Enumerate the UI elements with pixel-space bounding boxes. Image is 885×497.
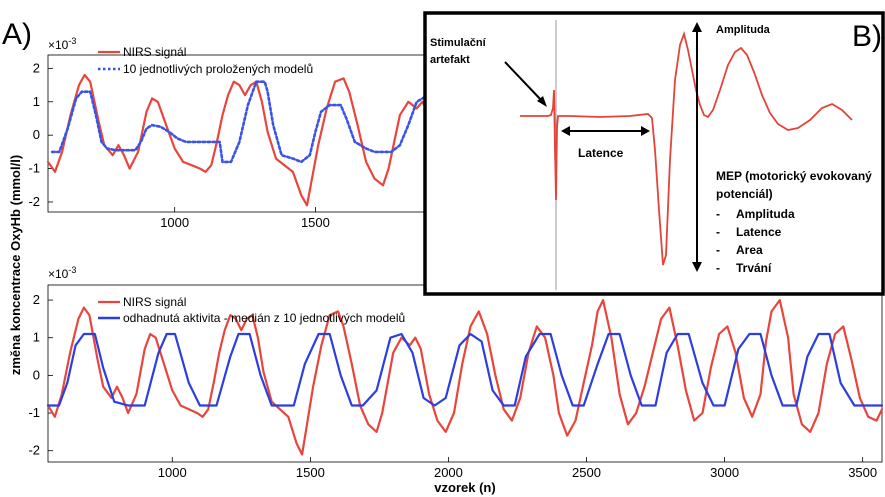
mep-list: - Amplituda - Latence - Area - Trvání: [716, 207, 795, 275]
amplituda-arrow-top: [692, 22, 702, 32]
top-series: [46, 73, 430, 207]
top-legend: NIRS signál 10 jednotlivých proložených …: [98, 45, 313, 76]
latence-arrow-left: [561, 126, 570, 136]
bottom-x-tick-label: 3000: [710, 465, 739, 480]
stim-arrow-shaft: [504, 61, 544, 103]
panel-label-b: B): [852, 20, 882, 53]
bottom-x-ticks: 1000 1500 2000 2500 3000 3500: [158, 457, 877, 480]
top-multiplier: ×10-3: [48, 36, 76, 52]
top-legend-models: 10 jednotlivých proložených modelů: [123, 62, 313, 76]
bottom-x-tick-label: 2500: [572, 465, 601, 480]
bottom-multiplier: ×10-3: [48, 265, 76, 281]
top-y-tick-label: 2: [33, 60, 40, 75]
amplituda-arrow-bottom: [692, 262, 702, 272]
amplituda-label: Amplituda: [716, 24, 771, 36]
mep-item-trvani: Trvání: [736, 261, 772, 275]
bottom-series: [46, 299, 884, 456]
chart-bottom: ×10-3 -2 -1 0 1 2 1000 1500 2000 2500 3000 3500 v…: [28, 265, 884, 495]
mep-item-latence: Latence: [736, 225, 782, 239]
bottom-x-tick-label: 3500: [848, 465, 877, 480]
bottom-legend: NIRS signál odhadnutá aktivita - medián …: [98, 295, 405, 325]
bottom-x-tick-label: 1500: [296, 465, 325, 480]
top-legend-nirs: NIRS signál: [123, 45, 186, 59]
bottom-legend-nirs: NIRS signál: [123, 295, 186, 309]
bottom-series-nirs: [46, 299, 884, 456]
top-x-ticks: 1000 1500: [160, 207, 330, 230]
panel-b-inset: B) Stimulační artefakt Latence Amplituda…: [423, 11, 885, 296]
bottom-series-model: [46, 332, 884, 407]
latence-label: Latence: [578, 146, 624, 160]
panel-b-frame: [423, 11, 885, 296]
mep-title-line2: potenciál): [716, 187, 773, 201]
panel-label-a: A): [2, 18, 32, 51]
bottom-legend-median: odhadnutá aktivita - medián z 10 jednotl…: [123, 311, 405, 325]
bottom-x-label: vzorek (n): [434, 480, 495, 495]
mep-item-area: Area: [736, 243, 763, 257]
bottom-y-ticks: -2 -1 0 1 2: [28, 292, 53, 458]
top-y-tick-label: -2: [28, 194, 40, 209]
bottom-plot-frame: [47, 284, 883, 463]
stim-label-line1: Stimulační: [430, 37, 487, 49]
bottom-x-tick-label: 2000: [434, 465, 463, 480]
mep-bullet-3: -: [716, 243, 720, 257]
bottom-y-tick-label: -2: [28, 443, 40, 458]
bottom-y-tick-label: -1: [28, 405, 40, 420]
bottom-y-tick-label: 1: [33, 330, 40, 345]
mep-trace: [520, 30, 853, 266]
chart-top: ×10-3 -2 -1 0 1 2 1000 1500 NIRS signál 10 je…: [28, 36, 430, 230]
top-x-tick-label: 1500: [301, 215, 330, 230]
top-series-model: [50, 80, 430, 164]
shared-y-label: změna koncentrace OxyHb (mmol/l): [8, 155, 23, 375]
mep-bullet-1: -: [716, 207, 720, 221]
stim-arrow-head: [537, 96, 547, 107]
mep-bullet-4: -: [716, 261, 720, 275]
top-series-nirs: [46, 73, 430, 207]
bottom-y-tick-label: 0: [33, 367, 40, 382]
bottom-y-tick-label: 2: [33, 292, 40, 307]
mep-bullet-2: -: [716, 225, 720, 239]
top-y-tick-label: -1: [28, 161, 40, 176]
latence-arrow-right: [641, 126, 650, 136]
bottom-x-tick-label: 1000: [158, 465, 187, 480]
top-y-tick-label: 0: [33, 127, 40, 142]
top-x-tick-label: 1000: [160, 215, 189, 230]
top-plot-frame: [47, 54, 429, 213]
top-y-tick-label: 1: [33, 94, 40, 109]
mep-title-line1: MEP (motorický evokovaný: [716, 169, 872, 183]
mep-item-amplituda: Amplituda: [736, 207, 795, 221]
stim-label-line2: artefakt: [430, 54, 470, 66]
